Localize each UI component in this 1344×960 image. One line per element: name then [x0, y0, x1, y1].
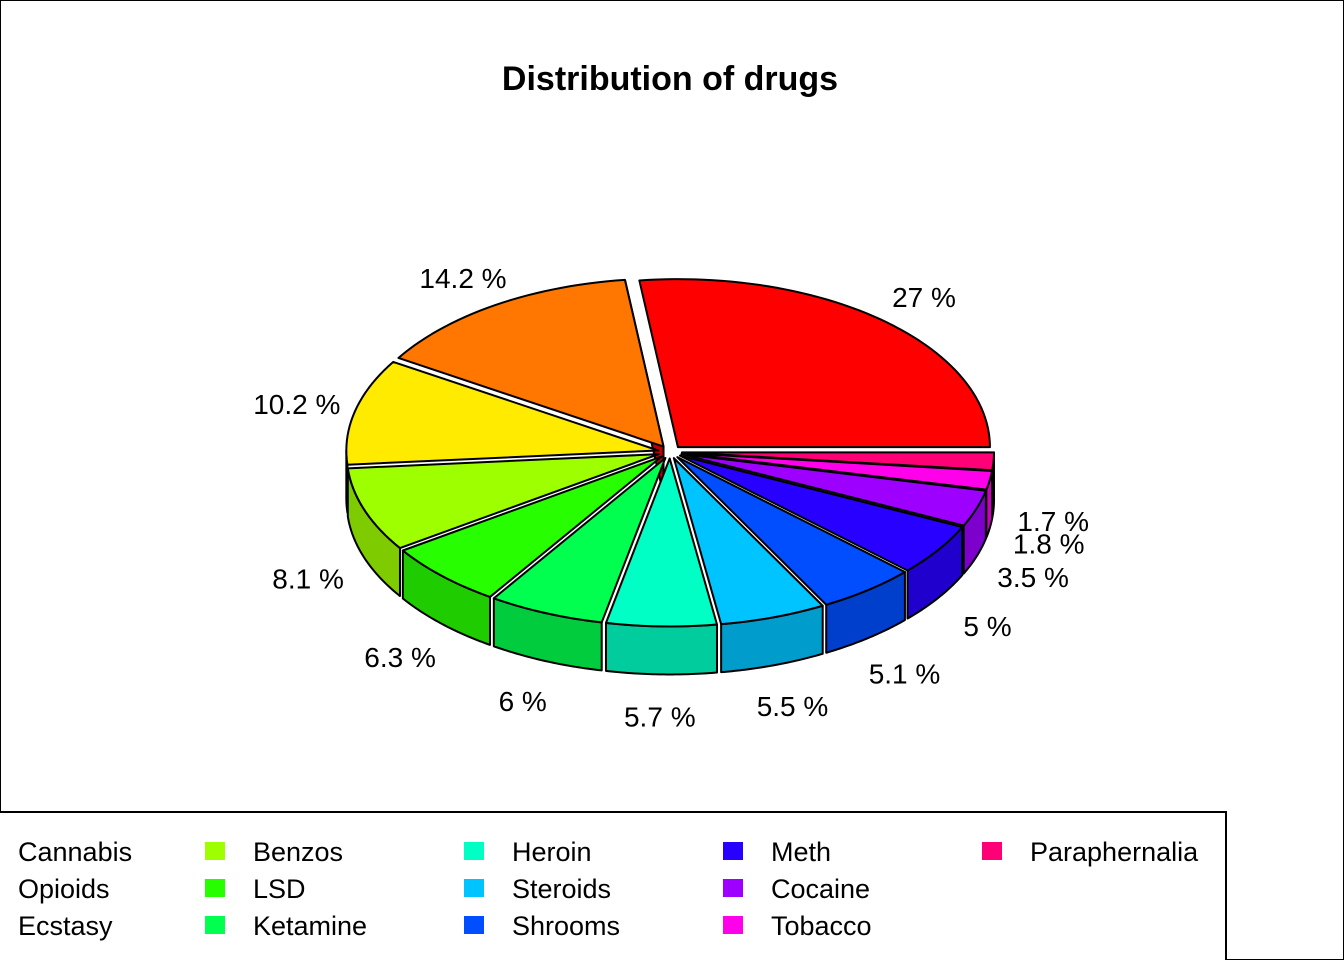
percent-label-benzos: 8.1 % [272, 564, 344, 595]
legend-label-ecstasy: Ecstasy [18, 911, 113, 941]
legend-key-cocaine [723, 879, 743, 897]
legend-key-tobacco [723, 916, 743, 934]
legend-label-opioids: Opioids [18, 874, 110, 904]
legend-label-cannabis: Cannabis [18, 837, 132, 867]
legend-box [0, 811, 1227, 960]
legend-label-benzos: Benzos [253, 837, 343, 867]
legend-label-heroin: Heroin [512, 837, 592, 867]
percent-label-cannabis: 27 % [892, 282, 956, 313]
legend-label-shrooms: Shrooms [512, 911, 620, 941]
legend-key-paraphernalia [982, 842, 1002, 860]
legend-key-heroin [464, 842, 484, 860]
slice-cocaine [680, 453, 987, 527]
slice-meth [678, 454, 964, 572]
slice-ketamine [492, 456, 667, 624]
slice-benzos [346, 453, 660, 550]
slice-opioids [397, 278, 665, 448]
slice-paraphernalia [680, 451, 995, 472]
legend-label-paraphernalia: Paraphernalia [1030, 837, 1199, 867]
slice-cannabis [638, 278, 991, 449]
percent-label-ketamine: 6 % [499, 686, 547, 717]
slice-steroids [672, 457, 824, 626]
legend-label-meth: Meth [771, 837, 831, 867]
legend-key-ketamine [205, 916, 225, 934]
slice-heroin [604, 457, 718, 628]
percent-label-paraphernalia: 1.7 % [1017, 506, 1089, 537]
legend-label-steroids: Steroids [512, 874, 611, 904]
percent-label-shrooms: 5.1 % [869, 659, 941, 690]
slice-lsd [401, 455, 663, 598]
slice-ecstasy [345, 360, 660, 466]
slice-tobacco [680, 452, 994, 491]
legend: Cannabis Opioids Ecstasy Benzos LSD Ketamine H… [0, 811, 1227, 960]
chart-title: Distribution of drugs [502, 60, 838, 98]
percent-label-steroids: 5.5 % [757, 691, 829, 722]
percent-label-opioids: 14.2 % [419, 263, 506, 294]
legend-label-tobacco: Tobacco [771, 911, 872, 941]
legend-key-steroids [464, 879, 484, 897]
percent-label-lsd: 6.3 % [364, 642, 436, 673]
legend-label-ketamine: Ketamine [253, 911, 367, 941]
pie-slices [345, 278, 995, 676]
percent-label-meth: 5 % [963, 611, 1011, 642]
legend-key-lsd [205, 879, 225, 897]
legend-label-lsd: LSD [253, 874, 306, 904]
percent-labels: 27 % 14.2 % 10.2 % 8.1 % 6.3 % 6 % 5.7 % 5.5 % 5… [253, 263, 1089, 733]
legend-key-meth [723, 842, 743, 860]
legend-key-shrooms [464, 916, 484, 934]
legend-label-cocaine: Cocaine [771, 874, 870, 904]
slice-shrooms [676, 456, 906, 606]
percent-label-cocaine: 3.5 % [997, 562, 1069, 593]
percent-label-ecstasy: 10.2 % [253, 389, 340, 420]
legend-key-benzos [205, 842, 225, 860]
percent-label-tobacco: 1.8 % [1013, 529, 1085, 560]
slice-side-heroin [604, 621, 718, 676]
percent-label-heroin: 5.7 % [624, 702, 696, 733]
